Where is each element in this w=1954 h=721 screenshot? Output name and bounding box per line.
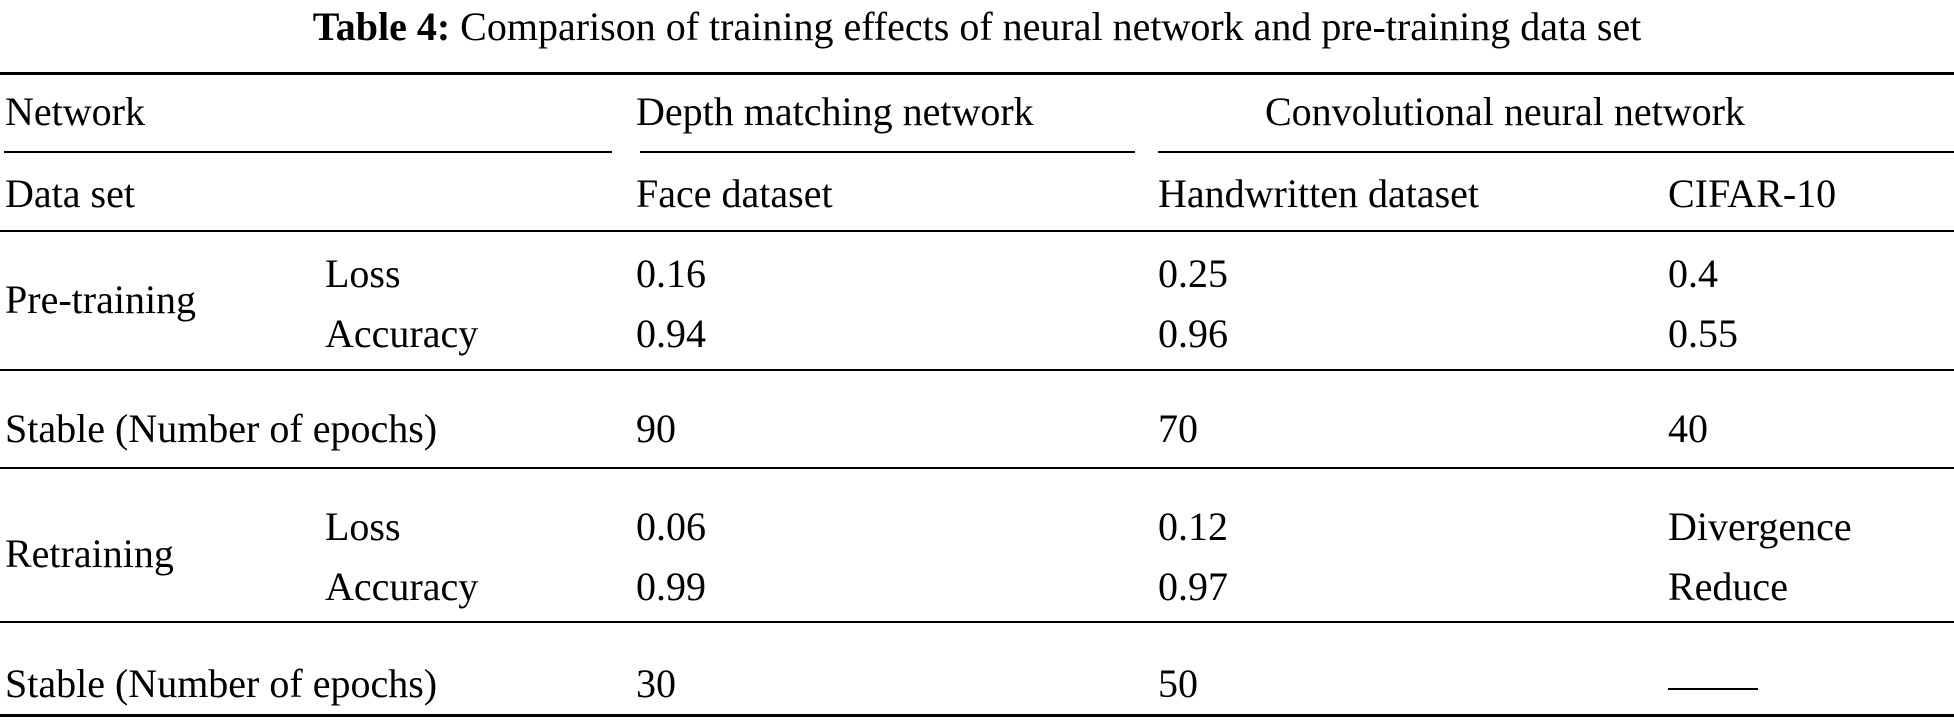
- retraining-accuracy-cifar: Reduce: [1668, 564, 1788, 609]
- retraining-label: Retraining: [5, 531, 174, 576]
- cnn-underline: [1158, 151, 1954, 153]
- pretraining-accuracy-face: 0.94: [636, 311, 706, 356]
- retraining-loss-cifar: Divergence: [1668, 504, 1852, 549]
- pretraining-accuracy-handwritten: 0.96: [1158, 311, 1228, 356]
- retraining-loss-face: 0.06: [636, 504, 706, 549]
- retraining-loss-handwritten: 0.12: [1158, 504, 1228, 549]
- bottom-rule: [0, 714, 1954, 717]
- pretraining-loss-label: Loss: [325, 251, 401, 296]
- pretraining-loss-cifar: 0.4: [1668, 251, 1718, 296]
- retraining-accuracy-face: 0.99: [636, 564, 706, 609]
- cnn-header: Convolutional neural network: [1265, 89, 1745, 134]
- network-underline: [4, 151, 612, 153]
- cifar-header: CIFAR-10: [1668, 171, 1837, 216]
- caption-text: Comparison of training effects of neural…: [460, 4, 1642, 49]
- pretraining-loss-handwritten: 0.25: [1158, 251, 1228, 296]
- stable2-handwritten: 50: [1158, 661, 1198, 706]
- retraining-rule: [0, 621, 1954, 623]
- table-caption: Table 4: Comparison of training effects …: [0, 2, 1954, 52]
- stable2-label: Stable (Number of epochs): [5, 661, 438, 706]
- stable1-cifar: 40: [1668, 406, 1708, 451]
- stable1-label: Stable (Number of epochs): [5, 406, 438, 451]
- pretraining-label: Pre-training: [5, 277, 197, 322]
- pretraining-loss-face: 0.16: [636, 251, 706, 296]
- stable2-cifar-dash: [1668, 688, 1758, 690]
- caption-label: Table 4:: [312, 4, 451, 49]
- retraining-loss-label: Loss: [325, 504, 401, 549]
- stable1-face: 90: [636, 406, 676, 451]
- stable2-face: 30: [636, 661, 676, 706]
- retraining-accuracy-handwritten: 0.97: [1158, 564, 1228, 609]
- stable1-rule: [0, 467, 1954, 469]
- dataset-header: Data set: [5, 171, 135, 216]
- pretraining-rule: [0, 369, 1954, 371]
- face-dataset-header: Face dataset: [636, 171, 833, 216]
- top-rule: [0, 72, 1954, 75]
- header-rule: [0, 230, 1954, 232]
- depth-network-underline: [640, 151, 1135, 153]
- retraining-accuracy-label: Accuracy: [325, 564, 479, 609]
- depth-network-header: Depth matching network: [636, 89, 1034, 134]
- pretraining-accuracy-cifar: 0.55: [1668, 311, 1738, 356]
- stable1-handwritten: 70: [1158, 406, 1198, 451]
- handwritten-dataset-header: Handwritten dataset: [1158, 171, 1479, 216]
- network-header: Network: [5, 89, 145, 134]
- pretraining-accuracy-label: Accuracy: [325, 311, 479, 356]
